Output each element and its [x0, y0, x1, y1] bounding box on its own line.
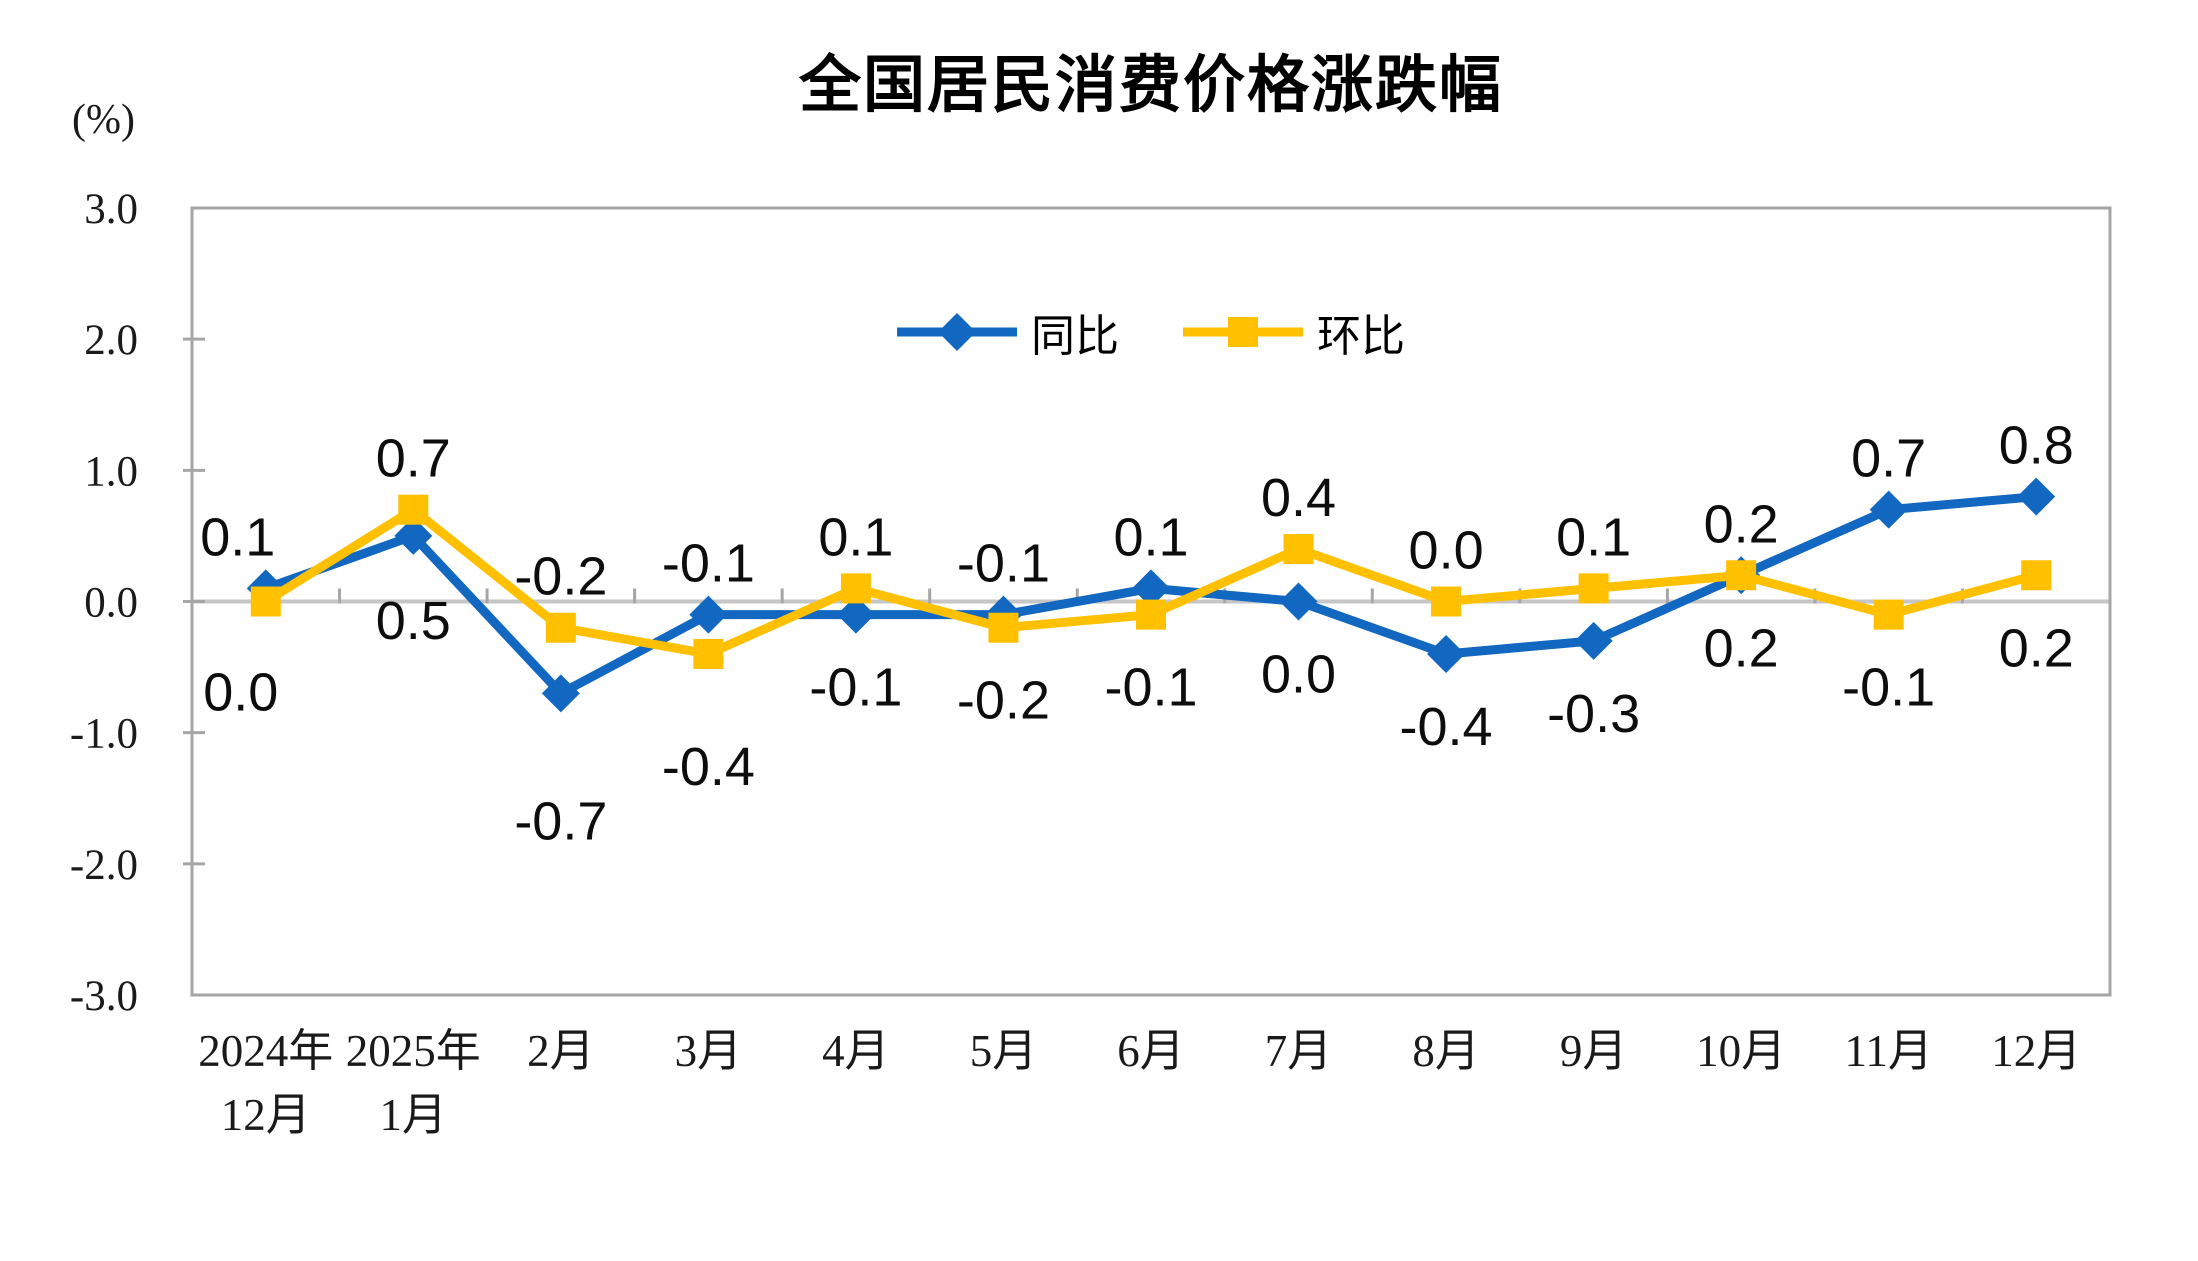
data-point-mom [1873, 599, 1904, 630]
data-point-mom [1136, 599, 1166, 630]
data-label-mom: -0.4 [662, 737, 755, 797]
chart-title: 全国居民消费价格涨跌幅 [798, 51, 1503, 120]
data-point-yoy [1132, 569, 1170, 608]
data-point-yoy [1279, 582, 1318, 621]
legend-label-mom: 环比 [1317, 312, 1405, 361]
y-axis-tick-label: 3.0 [84, 186, 138, 233]
data-label-yoy: 0.0 [1261, 645, 1336, 705]
data-point-mom [545, 612, 576, 643]
x-axis-category-label: 12月 [1991, 1026, 2081, 1076]
x-axis-category-label: 4月 [822, 1026, 890, 1076]
mom-line-swatch [1183, 317, 1303, 347]
data-label-mom: 0.0 [1409, 521, 1484, 581]
data-point-yoy [2017, 477, 2056, 516]
data-point-mom [840, 573, 871, 604]
data-label-mom: 0.2 [1999, 618, 2074, 678]
data-point-yoy [394, 516, 433, 555]
data-point-yoy [689, 595, 728, 634]
y-axis-unit-label: (%) [72, 97, 135, 143]
data-label-mom: -0.2 [957, 671, 1050, 731]
data-label-mom: 0.1 [1556, 507, 1631, 567]
data-point-yoy [541, 674, 580, 713]
data-label-yoy: 0.1 [1113, 507, 1188, 567]
data-label-mom: 0.0 [203, 663, 278, 723]
data-point-mom [250, 586, 281, 617]
data-point-mom [1726, 560, 1757, 591]
x-axis-category-label: 5月 [970, 1026, 1038, 1076]
x-axis-category-label: 3月 [675, 1026, 743, 1076]
data-point-yoy [1869, 490, 1908, 529]
y-axis-tick-label: 0.0 [84, 580, 138, 627]
data-label-yoy: -0.7 [514, 791, 607, 851]
data-label-yoy: -0.1 [809, 658, 902, 718]
legend: 同比 环比 [192, 300, 2110, 364]
data-point-yoy [836, 595, 875, 634]
square-marker-icon [1228, 317, 1258, 347]
x-axis-category-label: 11月 [1845, 1026, 1933, 1076]
yoy-line-swatch [897, 313, 1017, 351]
data-point-mom [1578, 573, 1609, 604]
x-axis-category-label: 10月 [1696, 1026, 1786, 1076]
data-label-yoy: -0.1 [662, 534, 755, 594]
y-axis-tick-label: -2.0 [70, 842, 138, 889]
x-axis-category-label: 9月 [1560, 1026, 1628, 1076]
y-axis-tick-label: -1.0 [70, 711, 138, 758]
legend-label-yoy: 同比 [1031, 312, 1119, 361]
x-axis-category-label: 8月 [1412, 1026, 1480, 1076]
data-point-yoy [1427, 634, 1466, 673]
legend-item-yoy: 同比 [897, 300, 1119, 364]
data-label-yoy: -0.1 [957, 534, 1050, 594]
x-axis-category-label: 7月 [1265, 1026, 1333, 1076]
data-label-yoy: 0.1 [200, 507, 275, 567]
data-label-yoy: 0.7 [1851, 429, 1926, 489]
data-point-mom [693, 638, 724, 669]
data-label-yoy: 0.5 [376, 591, 451, 651]
data-label-mom: 0.4 [1261, 468, 1336, 528]
data-label-mom: -0.1 [1842, 658, 1935, 718]
data-label-mom: 0.2 [1704, 618, 1779, 678]
diamond-marker-icon [938, 313, 976, 351]
data-point-yoy [1574, 621, 1613, 660]
data-point-mom [988, 612, 1019, 643]
data-label-yoy: 0.8 [1999, 416, 2074, 476]
x-axis-category-label: 2月 [527, 1026, 595, 1076]
y-axis-tick-label: 2.0 [84, 317, 138, 364]
data-label-mom: 0.1 [818, 507, 893, 567]
data-point-mom [1431, 586, 1462, 617]
plot-border [190, 206, 2112, 997]
data-label-yoy: 0.2 [1704, 494, 1779, 554]
legend-item-mom: 环比 [1183, 300, 1405, 364]
data-label-mom: 0.7 [376, 429, 451, 489]
x-axis-category-label: 6月 [1117, 1026, 1185, 1076]
y-axis-tick-label: 1.0 [84, 448, 138, 495]
data-point-mom [1283, 534, 1314, 565]
x-axis-category-label: 2024年 12月 [198, 1026, 333, 1140]
data-label-mom: -0.1 [1104, 658, 1197, 718]
y-axis-tick-label: -3.0 [70, 973, 138, 1020]
data-point-mom [398, 494, 429, 525]
data-label-yoy: -0.3 [1547, 684, 1640, 744]
data-label-yoy: -0.4 [1400, 697, 1493, 757]
x-axis-category-label: 2025年 1月 [346, 1026, 481, 1140]
data-label-mom: -0.2 [514, 547, 607, 607]
data-point-mom [2021, 560, 2052, 591]
